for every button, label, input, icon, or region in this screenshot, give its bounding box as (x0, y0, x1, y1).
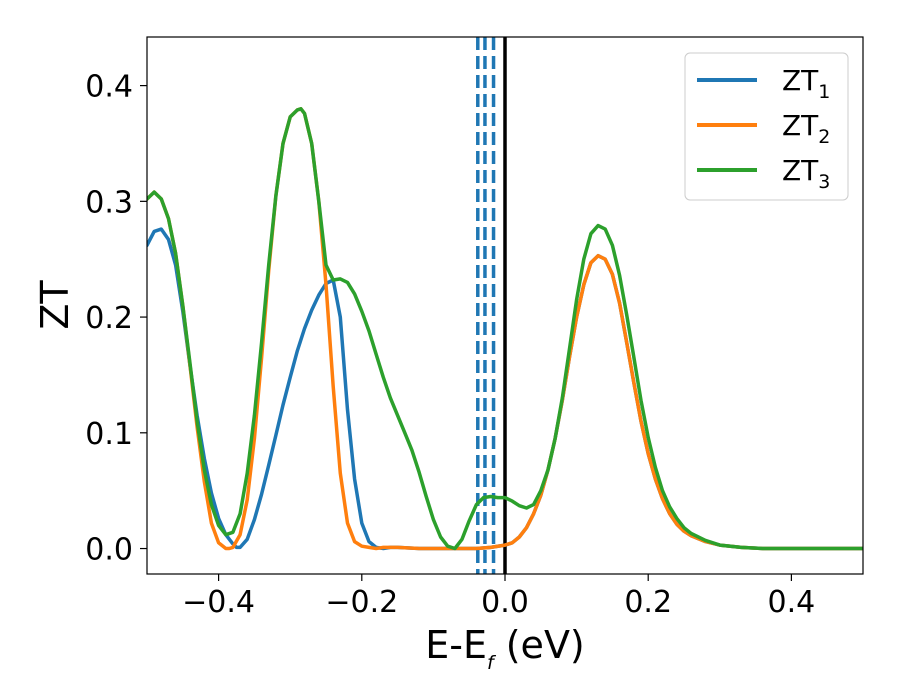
y-tick-label: 0.2 (85, 301, 133, 336)
series-lines (147, 107, 863, 551)
y-tick-label: 0.0 (85, 533, 133, 568)
series-line-3 (147, 107, 863, 551)
x-tick-label: −0.2 (325, 585, 398, 620)
x-axis: −0.4 −0.2 0.0 0.2 0.4 (182, 574, 815, 620)
y-tick-label: 0.4 (85, 70, 133, 105)
vertical-markers (476, 37, 507, 574)
x-tick-label: 0.0 (481, 585, 529, 620)
legend-label-3: ZT3 (782, 154, 830, 193)
y-tick-label: 0.1 (85, 417, 133, 452)
x-axis-label: E-Ef (eV) (425, 623, 585, 674)
x-tick-label: −0.4 (182, 585, 255, 620)
legend-label-1: ZT1 (782, 64, 830, 103)
x-tick-label: 0.2 (624, 585, 672, 620)
legend-label-2: ZT2 (782, 109, 830, 148)
y-axis: 0.0 0.1 0.2 0.3 0.4 (85, 70, 147, 568)
legend-box (684, 52, 849, 201)
y-tick-label: 0.3 (85, 185, 133, 220)
y-axis-label: ZT (33, 280, 77, 330)
legend: ZT1 ZT2 ZT3 (684, 52, 849, 201)
x-tick-label: 0.4 (768, 585, 816, 620)
series-line-2 (147, 107, 863, 551)
